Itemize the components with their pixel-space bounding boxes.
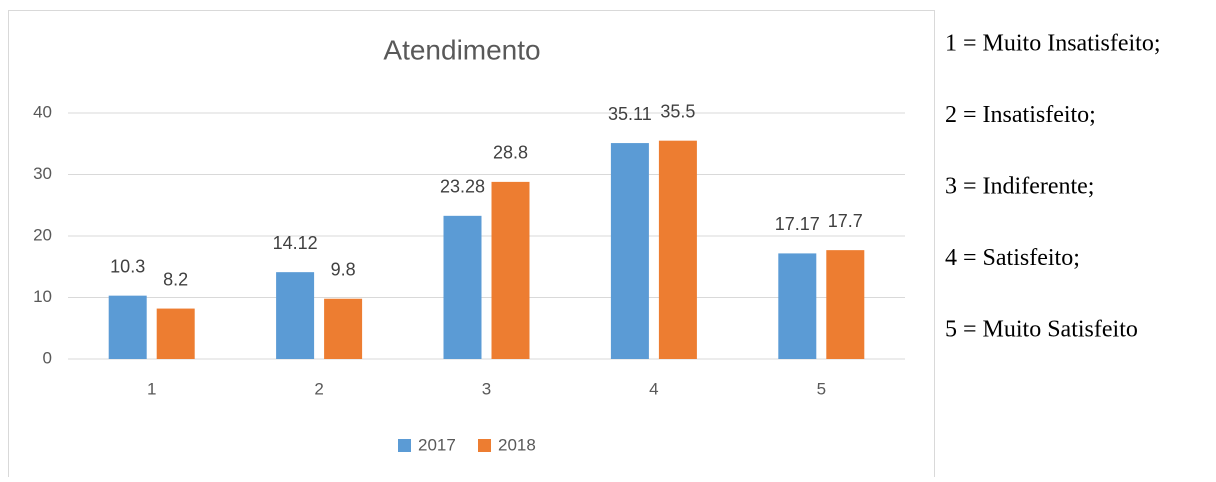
y-tick-label: 0 [43, 348, 52, 367]
value-label: 8.2 [163, 269, 188, 289]
bar [156, 308, 195, 359]
annotation: 4 = Satisfeito; [945, 245, 1080, 271]
bar [658, 140, 697, 359]
value-label: 35.5 [660, 101, 695, 121]
y-tick-label: 20 [33, 225, 52, 244]
x-tick-label: 1 [147, 379, 156, 398]
bar [826, 250, 865, 359]
bar [324, 298, 363, 359]
annotation: 1 = Muito Insatisfeito; [945, 31, 1161, 57]
x-tick-label: 3 [482, 379, 491, 398]
annotation: 3 = Indiferente; [945, 174, 1094, 200]
value-label: 17.7 [828, 211, 863, 231]
bar [108, 295, 147, 359]
y-tick-label: 10 [33, 287, 52, 306]
y-tick-label: 40 [33, 102, 52, 121]
annotation: 5 = Muito Satisfeito [945, 317, 1138, 343]
legend-label: 2018 [498, 435, 536, 454]
bar [610, 143, 649, 359]
value-label: 35.11 [608, 104, 652, 124]
annotation: 2 = Insatisfeito; [945, 102, 1096, 128]
value-label: 10.3 [110, 256, 145, 276]
bar [276, 272, 315, 359]
chart-title: Atendimento [383, 34, 540, 65]
value-label: 14.12 [273, 233, 318, 253]
bar [443, 215, 482, 359]
value-label: 17.17 [775, 214, 820, 234]
x-tick-label: 4 [649, 379, 658, 398]
legend-label: 2017 [418, 435, 456, 454]
bar [491, 181, 530, 359]
x-tick-label: 5 [817, 379, 826, 398]
x-tick-label: 2 [314, 379, 323, 398]
value-label: 9.8 [331, 259, 356, 279]
y-tick-label: 30 [33, 164, 52, 183]
legend-swatch [478, 439, 491, 452]
bar [778, 253, 817, 359]
legend-swatch [398, 439, 411, 452]
value-label: 28.8 [493, 143, 528, 163]
value-label: 23.28 [440, 177, 485, 197]
